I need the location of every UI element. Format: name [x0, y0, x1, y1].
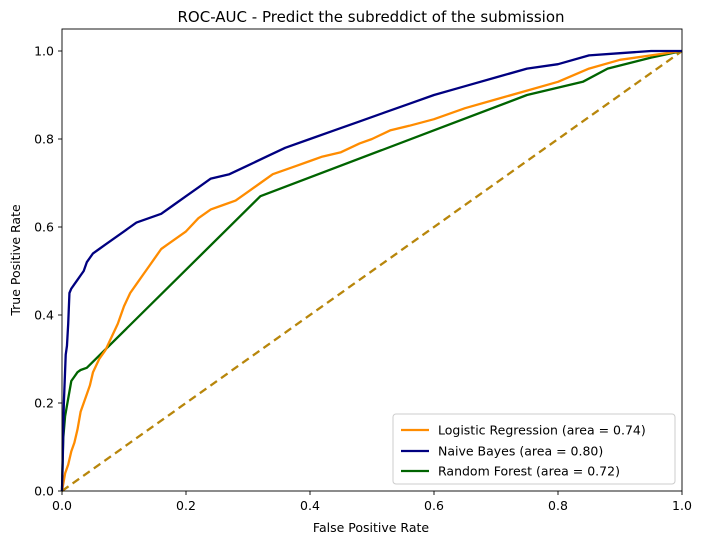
y-axis-label: True Positive Rate — [8, 204, 23, 317]
x-tick-label: 0.8 — [548, 498, 568, 513]
y-tick-label: 0.6 — [34, 220, 54, 235]
x-tick-label: 0.6 — [424, 498, 444, 513]
x-tick-label: 0.0 — [52, 498, 72, 513]
logistic-regression-curve — [60, 49, 683, 492]
x-tick-label: 1.0 — [672, 498, 692, 513]
legend-label-random-forest: Random Forest (area = 0.72) — [438, 464, 620, 479]
y-tick-label: 0.8 — [34, 132, 54, 147]
y-tick-label: 0.0 — [34, 484, 54, 499]
y-tick-label: 0.2 — [34, 396, 54, 411]
chance-line — [61, 50, 683, 492]
x-axis: 0.0 0.2 0.4 0.6 0.8 1.0 — [52, 491, 692, 513]
naive-bayes-curve — [60, 49, 682, 492]
random-forest-curve — [60, 49, 683, 492]
legend-label-logistic: Logistic Regression (area = 0.74) — [438, 423, 646, 438]
y-axis: 0.0 0.2 0.4 0.6 0.8 1.0 — [34, 44, 62, 499]
y-tick-label: 1.0 — [34, 44, 54, 59]
plot-lines — [60, 49, 683, 492]
chart-title: ROC-AUC - Predict the subreddict of the … — [178, 8, 565, 26]
x-tick-label: 0.4 — [300, 498, 320, 513]
legend-label-naive-bayes: Naive Bayes (area = 0.80) — [438, 444, 603, 459]
plot-frame — [61, 28, 683, 492]
legend-box — [392, 413, 676, 485]
x-tick-label: 0.2 — [176, 498, 196, 513]
y-tick-label: 0.4 — [34, 308, 54, 323]
legend: Logistic Regression (area = 0.74) Naive … — [392, 413, 676, 485]
x-axis-label: False Positive Rate — [313, 520, 429, 535]
